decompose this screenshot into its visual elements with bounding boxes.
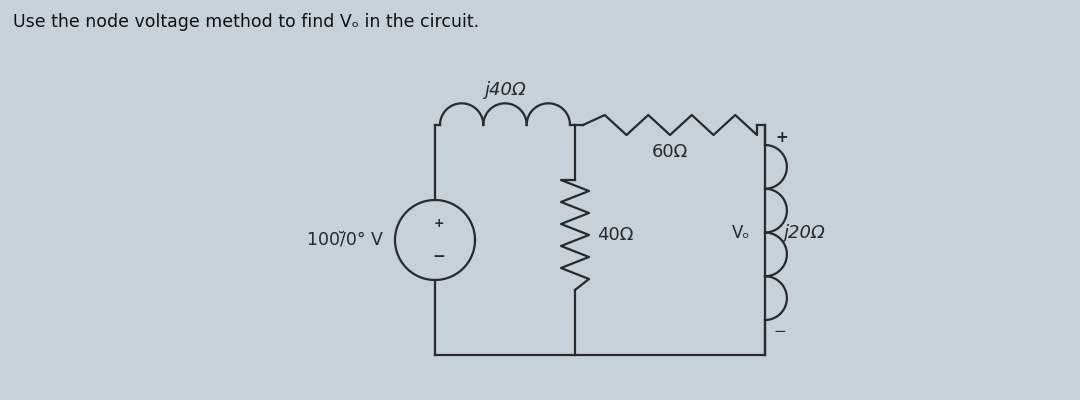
Text: +: + bbox=[775, 130, 787, 144]
Text: −: − bbox=[773, 324, 786, 340]
Text: j40Ω: j40Ω bbox=[484, 81, 526, 99]
Text: 100/̆0° V: 100/̆0° V bbox=[307, 231, 383, 249]
Text: +: + bbox=[434, 217, 444, 230]
Text: −: − bbox=[433, 249, 445, 264]
Text: j20Ω: j20Ω bbox=[783, 224, 825, 242]
Text: Vₒ: Vₒ bbox=[732, 224, 750, 242]
Text: Use the node voltage method to find Vₒ in the circuit.: Use the node voltage method to find Vₒ i… bbox=[13, 13, 480, 31]
Text: 60Ω: 60Ω bbox=[652, 143, 688, 161]
Text: 40Ω: 40Ω bbox=[597, 226, 633, 244]
